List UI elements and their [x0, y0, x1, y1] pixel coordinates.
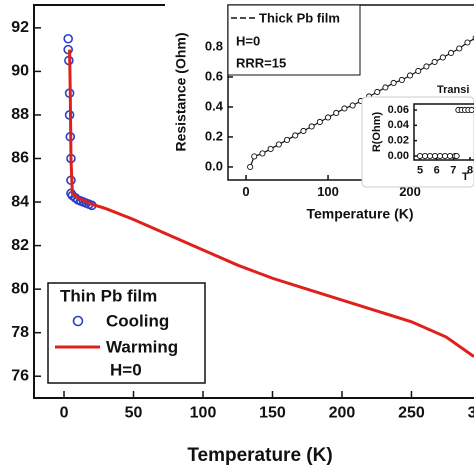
x-tick-label: 200 — [399, 184, 421, 199]
data-point — [436, 152, 444, 160]
data-point — [308, 123, 315, 130]
y-axis-label: R(Ohm) — [371, 112, 383, 153]
y-tick-label: 82 — [11, 237, 29, 254]
x-tick-label: 200 — [329, 404, 356, 421]
data-point — [275, 141, 282, 148]
data-line — [68, 49, 474, 358]
y-tick-label: 76 — [11, 367, 29, 384]
data-point — [439, 54, 446, 61]
y-tick-label: 90 — [11, 63, 29, 80]
panel-background — [361, 96, 474, 188]
y-tick-label: 0.04 — [388, 119, 410, 131]
y-tick-label: 0.06 — [388, 104, 409, 116]
data-point — [468, 106, 474, 114]
plot-frame — [413, 103, 474, 161]
data-point — [446, 152, 454, 160]
panel: 5 6 7 8 0.00 0.02 0.04 0.06 R(Ohm) Transi T — [361, 84, 474, 188]
data-point — [441, 152, 449, 160]
legend-title: Thin Pb film — [60, 286, 157, 305]
data-point — [426, 152, 434, 160]
data-point — [416, 152, 424, 160]
x-tick-label: 300 — [468, 404, 474, 421]
x-tick-label: 5 — [417, 164, 423, 176]
y-tick-label: 0.02 — [388, 135, 409, 147]
x-tick-label: 100 — [317, 184, 339, 199]
data-layer — [416, 106, 474, 160]
x-tick-label: 50 — [125, 404, 143, 421]
annotation: RRR=15 — [236, 55, 286, 70]
data-point — [267, 145, 274, 153]
data-point — [415, 67, 422, 75]
legend-label: Warming — [106, 337, 178, 356]
x-tick-label: 0 — [60, 404, 69, 421]
legend-label: Cooling — [106, 311, 169, 330]
data-point — [421, 152, 429, 160]
y-tick-label: 0.00 — [388, 150, 409, 162]
data-point — [431, 58, 438, 66]
data-point — [374, 88, 381, 96]
x-tick-label: 150 — [259, 404, 286, 421]
data-point — [453, 152, 460, 160]
legend-box — [47, 282, 206, 384]
x-axis-label: Temperature (K) — [306, 206, 413, 222]
y-tick-label: 86 — [11, 150, 29, 167]
y-tick-label: 0.8 — [205, 38, 223, 53]
x-tick-label: 7 — [450, 164, 456, 176]
data-layer — [63, 33, 474, 358]
legend-box — [227, 4, 361, 76]
data-point — [447, 49, 455, 57]
x-tick-label: 250 — [398, 404, 425, 421]
data-point — [349, 102, 356, 109]
data-point — [324, 114, 332, 121]
legend-symbol — [72, 315, 84, 327]
y-tick-label: 80 — [11, 280, 29, 297]
y-tick-label: 0.2 — [205, 128, 223, 143]
x-tick-label: 6 — [434, 164, 440, 176]
annotation: T — [462, 171, 469, 183]
data-point — [382, 84, 389, 91]
data-point — [341, 105, 348, 112]
x-tick-label: 8 — [467, 164, 473, 176]
data-point — [406, 72, 414, 79]
annotation: H=0 — [110, 360, 142, 379]
data-point — [283, 136, 291, 144]
data-point — [456, 45, 463, 52]
y-tick-label: 0.0 — [205, 158, 223, 173]
data-point — [316, 118, 323, 126]
annotation: Transi — [437, 84, 469, 96]
panel: 050100150200250300767880828486889092Temp… — [11, 4, 474, 466]
y-tick-label: 84 — [11, 193, 29, 210]
y-axis-label: Resistance (Ohm) — [173, 32, 189, 151]
x-tick-label: 100 — [190, 404, 217, 421]
data-point — [63, 33, 73, 44]
data-point — [398, 76, 405, 84]
x-axis-label: Temperature (K) — [187, 445, 332, 466]
data-point — [390, 79, 397, 87]
y-tick-label: 92 — [11, 19, 29, 36]
data-point — [464, 39, 471, 46]
annotation: H=0 — [236, 33, 260, 48]
data-point — [333, 109, 340, 117]
data-point — [431, 152, 439, 160]
y-tick-label: 78 — [11, 324, 29, 341]
y-tick-label: 0.6 — [205, 68, 223, 83]
x-tick-label: 0 — [242, 184, 249, 199]
y-tick-label: 0.4 — [205, 98, 224, 113]
data-point — [259, 150, 266, 157]
legend-label: Thick Pb film — [259, 10, 340, 25]
data-point — [251, 153, 258, 160]
data-point — [300, 127, 307, 135]
data-point — [423, 63, 430, 70]
y-tick-label: 88 — [11, 106, 29, 123]
data-point — [247, 163, 254, 171]
data-point — [292, 132, 299, 139]
